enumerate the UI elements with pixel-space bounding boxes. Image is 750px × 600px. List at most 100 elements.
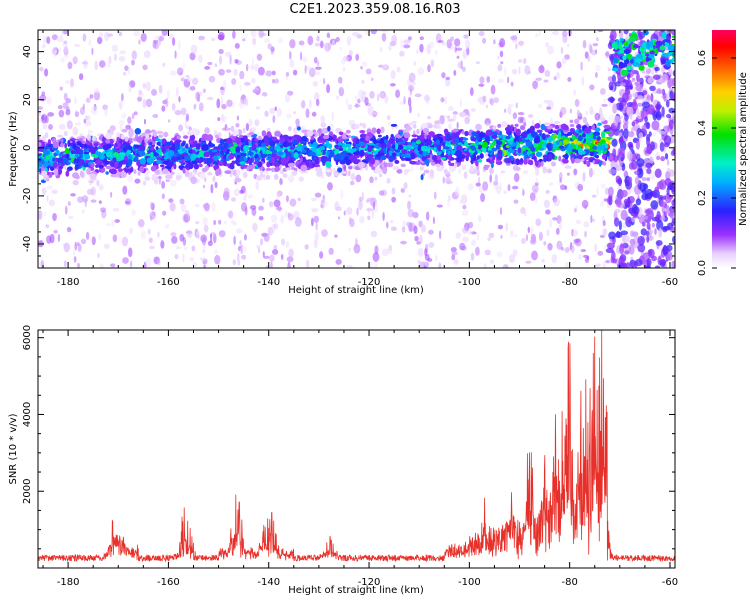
spectrogram-cell: [590, 215, 593, 224]
spectrogram-cell: [251, 57, 254, 67]
spectrogram-cell: [192, 140, 198, 144]
spectrogram-cell: [385, 134, 389, 140]
spectrogram-cell: [251, 207, 257, 216]
spectrogram-cell: [373, 138, 377, 145]
spectrogram-cell: [527, 114, 534, 119]
spectrogram-cell: [262, 197, 265, 203]
spectrogram-cell: [445, 140, 453, 145]
spectrogram-cell: [200, 172, 206, 180]
spectrogram-cell: [644, 116, 648, 123]
spectrogram-cell: [316, 35, 320, 42]
spectrogram-cell: [257, 66, 265, 76]
snr-background: [38, 330, 675, 568]
spectrogram-cell: [248, 194, 253, 199]
spectrogram-cell: [170, 156, 178, 162]
spectrogram-cell: [251, 127, 257, 132]
spectrogram-cell: [274, 78, 279, 84]
spectrogram-cell: [221, 115, 227, 123]
spectrogram-cell: [399, 50, 405, 57]
spectrogram-cell: [671, 35, 675, 39]
spectrogram-cell: [223, 142, 229, 148]
spectrogram-cell: [345, 159, 351, 166]
spectrogram-cell: [623, 49, 631, 55]
spectrogram-cell: [525, 140, 533, 147]
spectrogram-cell: [315, 71, 321, 76]
spectrogram-cell: [612, 148, 617, 158]
spectrogram-cell: [347, 104, 353, 110]
spectrogram-cell: [327, 182, 333, 191]
spectrogram-cell: [370, 30, 378, 35]
spectrogram-cell: [597, 122, 602, 126]
spectrogram-cell: [244, 190, 248, 199]
spectrogram-cell: [271, 70, 276, 76]
spectrogram-cell: [479, 152, 484, 159]
spectrogram-cell: [512, 112, 518, 120]
spectrogram-cell: [549, 218, 553, 228]
spectrogram-cell: [415, 49, 420, 55]
spectrogram-cell: [134, 155, 139, 162]
spectrogram-cell: [575, 219, 581, 225]
spectrogram-cell: [419, 166, 425, 171]
spectrogram-cell: [480, 193, 486, 203]
spectrogram-cell: [306, 259, 310, 268]
spectrogram-cell: [198, 35, 205, 41]
spectrogram-cell: [64, 205, 68, 215]
spectrogram-cell: [171, 236, 178, 244]
spectrogram-cell: [602, 220, 606, 227]
spectrogram-cell: [62, 158, 68, 165]
spectrogram-cell: [382, 211, 385, 221]
spectrogram-cell: [507, 184, 511, 192]
spectrogram-cell: [73, 158, 80, 164]
spectrogram-cell: [66, 120, 73, 130]
spectrogram-cell: [166, 89, 170, 99]
spectrogram-cell: [655, 110, 662, 121]
spectrogram-cell: [494, 174, 498, 182]
spectrogram-cell: [555, 71, 561, 80]
spectrogram-cell: [359, 216, 365, 224]
x-tick-label: -180: [57, 577, 80, 588]
spectrogram-cell: [68, 154, 76, 159]
spectrogram-cell: [212, 233, 217, 244]
spectrogram-cell: [279, 178, 283, 186]
spectrogram-cell: [164, 141, 172, 147]
spectrogram-cell: [271, 248, 279, 255]
spectrogram-cell: [109, 263, 116, 268]
spectrogram-cell: [287, 174, 295, 183]
spectrogram-cell: [118, 119, 126, 126]
spectrogram-cell: [208, 140, 212, 147]
spectrogram-cell: [478, 132, 485, 139]
spectrogram-cell: [140, 32, 147, 42]
spectrogram-cell: [240, 202, 248, 212]
spectrogram-cell: [654, 265, 661, 268]
spectrogram-cell: [517, 116, 524, 124]
spectrogram-cell: [497, 224, 504, 230]
spectrogram-cell: [313, 92, 320, 102]
spectrogram-cell: [591, 218, 596, 222]
spectrogram-cell: [499, 50, 504, 58]
spectrogram-cell: [562, 34, 568, 44]
spectrogram-cell: [350, 173, 356, 181]
spectrogram-cell: [435, 163, 441, 168]
spectrogram-cell: [203, 264, 206, 268]
spectrogram-cell: [400, 153, 407, 158]
spectrogram-cell: [208, 75, 216, 83]
spectrogram-cell: [467, 221, 474, 229]
spectrogram-cell: [478, 31, 485, 37]
spectrogram-cell: [153, 173, 158, 179]
spectrogram-cell: [62, 102, 69, 110]
spectrogram-cell: [126, 150, 130, 156]
spectrogram-cell: [670, 205, 675, 212]
spectrogram-cell: [75, 151, 81, 155]
spectrogram-cell: [213, 155, 219, 162]
spectrogram-cell: [403, 157, 411, 162]
spectrogram-cell: [634, 176, 640, 185]
spectrogram-cell: [273, 245, 278, 250]
spectrogram-cell: [450, 149, 454, 156]
spectrogram-cell: [373, 111, 379, 115]
spectrogram-cell: [207, 172, 213, 176]
spectrogram-cell: [52, 141, 59, 149]
spectrogram-cell: [641, 177, 647, 182]
spectrogram-cell: [629, 238, 636, 246]
spectrogram-cell: [417, 112, 421, 118]
spectrogram-cell: [672, 70, 675, 77]
